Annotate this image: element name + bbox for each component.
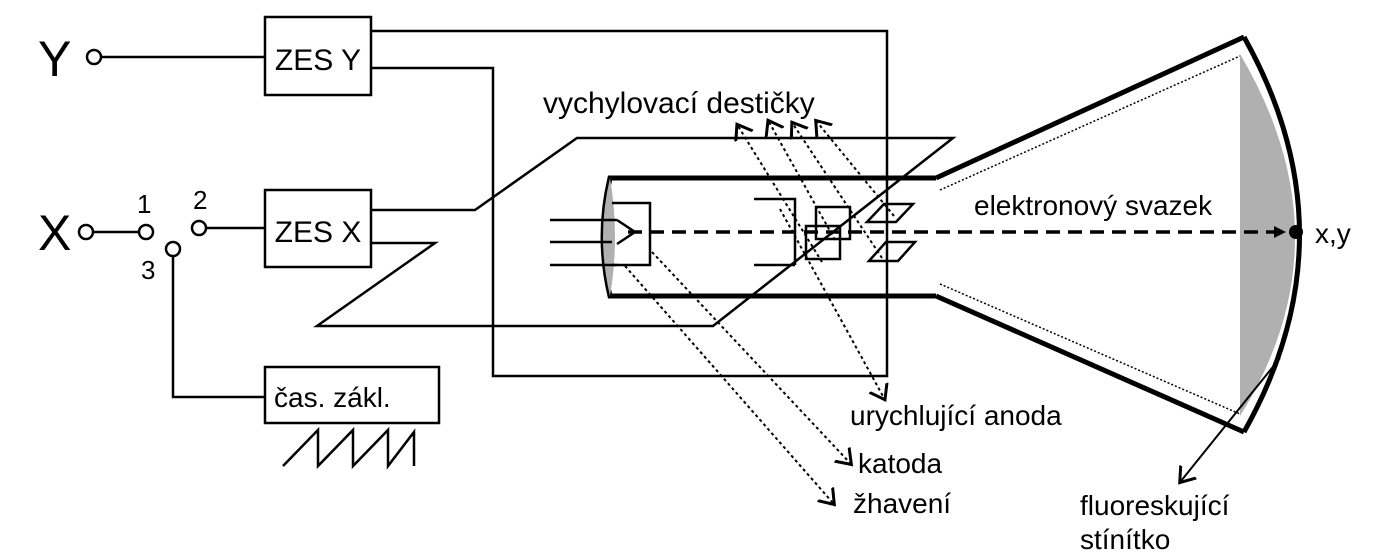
switch-pos2-terminal[interactable] bbox=[190, 219, 208, 237]
y-input-terminal[interactable] bbox=[85, 48, 103, 66]
vertical-plate-2 bbox=[814, 205, 852, 241]
crt-inner-bottom bbox=[939, 283, 1241, 415]
screen-spot bbox=[1289, 225, 1303, 239]
screen-label-line2: stínítko bbox=[1080, 524, 1170, 555]
cathode-arrow bbox=[651, 251, 850, 463]
amp-x-box bbox=[263, 188, 373, 269]
deflection-arrow-3 bbox=[793, 124, 883, 259]
screen-label-line1: fluoreskující bbox=[1080, 490, 1230, 521]
switch-pos1-terminal[interactable] bbox=[137, 223, 155, 241]
switch-pos3-label: 3 bbox=[141, 255, 155, 285]
vertical-plate-1 bbox=[804, 224, 842, 261]
crt-funnel-top bbox=[934, 34, 1246, 181]
crt-neck-back-fill bbox=[603, 178, 615, 296]
switch-pos3-terminal[interactable] bbox=[164, 240, 182, 258]
crt-inner-top bbox=[939, 55, 1241, 191]
amp-y-box bbox=[263, 15, 373, 97]
timebase-box bbox=[263, 365, 441, 425]
cathode-label: katoda bbox=[858, 448, 942, 479]
horizontal-plate-bottom bbox=[866, 240, 918, 263]
deflection-arrow-4 bbox=[817, 122, 895, 217]
amp-y-output-top bbox=[371, 29, 889, 378]
x-input-label: X bbox=[38, 205, 71, 261]
anode-top bbox=[754, 197, 797, 265]
screen-arrow bbox=[1181, 357, 1281, 481]
deflection-arrow-2 bbox=[769, 122, 836, 241]
deflection-arrow-1 bbox=[738, 126, 823, 263]
crt-funnel-bottom bbox=[934, 293, 1246, 435]
switch-pos1-label: 1 bbox=[137, 189, 151, 219]
x-input-terminal[interactable] bbox=[77, 223, 95, 241]
sawtooth-waveform bbox=[282, 426, 416, 470]
switch-pos2-label: 2 bbox=[193, 185, 207, 215]
heater-arrow bbox=[624, 265, 833, 503]
screen-point-label: x,y bbox=[1315, 218, 1351, 249]
electron-beam-label: elektronový svazek bbox=[974, 190, 1213, 221]
fluorescent-screen bbox=[1240, 54, 1295, 416]
anode-label: urychlující anoda bbox=[850, 400, 1062, 431]
amp-y-label: ZES Y bbox=[275, 44, 361, 77]
horizontal-plate-top bbox=[864, 202, 916, 224]
amp-x-label: ZES X bbox=[275, 216, 362, 249]
heater-label: žhavení bbox=[853, 488, 951, 519]
y-input-label: Y bbox=[38, 31, 71, 87]
timebase-label: čas. zákl. bbox=[274, 382, 391, 413]
cathode-grid bbox=[612, 201, 652, 267]
deflection-plates-label: vychylovací destičky bbox=[543, 87, 815, 120]
timebase-wire bbox=[171, 256, 265, 399]
